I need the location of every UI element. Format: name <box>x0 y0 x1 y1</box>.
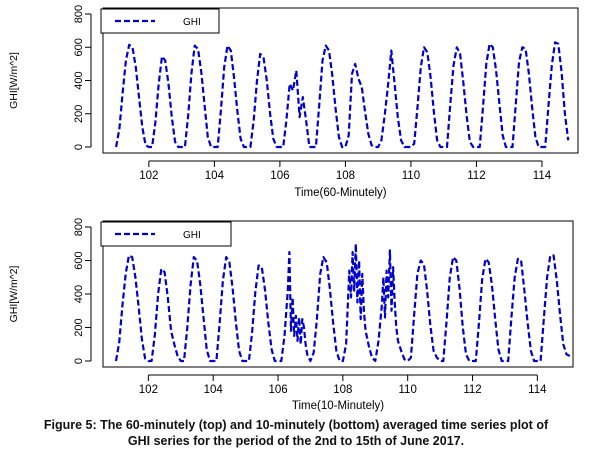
y-tick-label: 600 <box>73 38 85 56</box>
x-tick-label: 110 <box>402 170 420 182</box>
legend-box <box>100 221 232 247</box>
y-tick-label: 800 <box>73 218 85 236</box>
chart-top-60-minutely: 0 200 400 600 800 102 104 106 108 110 112 114 Time(6… <box>8 5 579 199</box>
x-tick-label: 102 <box>139 384 158 396</box>
y-tick-label: 200 <box>73 318 85 336</box>
series-line-ghi <box>115 41 570 149</box>
y-tick-label: 200 <box>73 105 85 123</box>
plot-frame <box>102 220 574 368</box>
x-tick-label: 106 <box>268 384 287 396</box>
chart-bottom-10-minutely: 0 200 400 600 800 102 104 106 108 110 112 114 Time(1… <box>8 218 574 412</box>
y-tick-label: 800 <box>73 5 85 23</box>
y-axis-title: GHI[W/m^2] <box>8 52 20 109</box>
figure-caption: Figure 5: The 60-minutely (top) and 10-m… <box>6 417 586 449</box>
caption-line-1: Figure 5: The 60-minutely (top) and 10-m… <box>43 418 549 432</box>
x-tick-label: 104 <box>205 170 225 182</box>
x-tick-label: 102 <box>139 170 158 182</box>
x-axis-title: Time(60-Minutely) <box>294 187 386 199</box>
series-line-ghi <box>114 242 571 363</box>
y-tick-label: 400 <box>73 285 85 303</box>
y-axis-title: GHI[W/m^2] <box>8 265 20 322</box>
plot-frame <box>102 7 579 154</box>
x-tick-label: 108 <box>336 170 355 182</box>
y-tick-label: 0 <box>73 358 85 364</box>
y-tick-label: 0 <box>73 144 85 150</box>
legend-label: GHI <box>183 17 201 28</box>
x-tick-label: 114 <box>528 384 547 396</box>
x-tick-label: 110 <box>399 384 417 396</box>
x-tick-label: 114 <box>533 170 552 182</box>
caption-line-2: GHI series for the period of the 2nd to … <box>127 434 465 448</box>
x-tick-label: 112 <box>463 384 481 396</box>
x-tick-label: 104 <box>204 384 224 396</box>
x-tick-label: 112 <box>467 170 485 182</box>
x-tick-label: 108 <box>333 384 352 396</box>
x-tick-label: 106 <box>270 170 289 182</box>
legend-label: GHI <box>183 230 201 241</box>
y-tick-label: 600 <box>73 251 85 269</box>
y-tick-label: 400 <box>73 71 85 89</box>
x-axis-title: Time(10-Minutely) <box>292 400 384 412</box>
